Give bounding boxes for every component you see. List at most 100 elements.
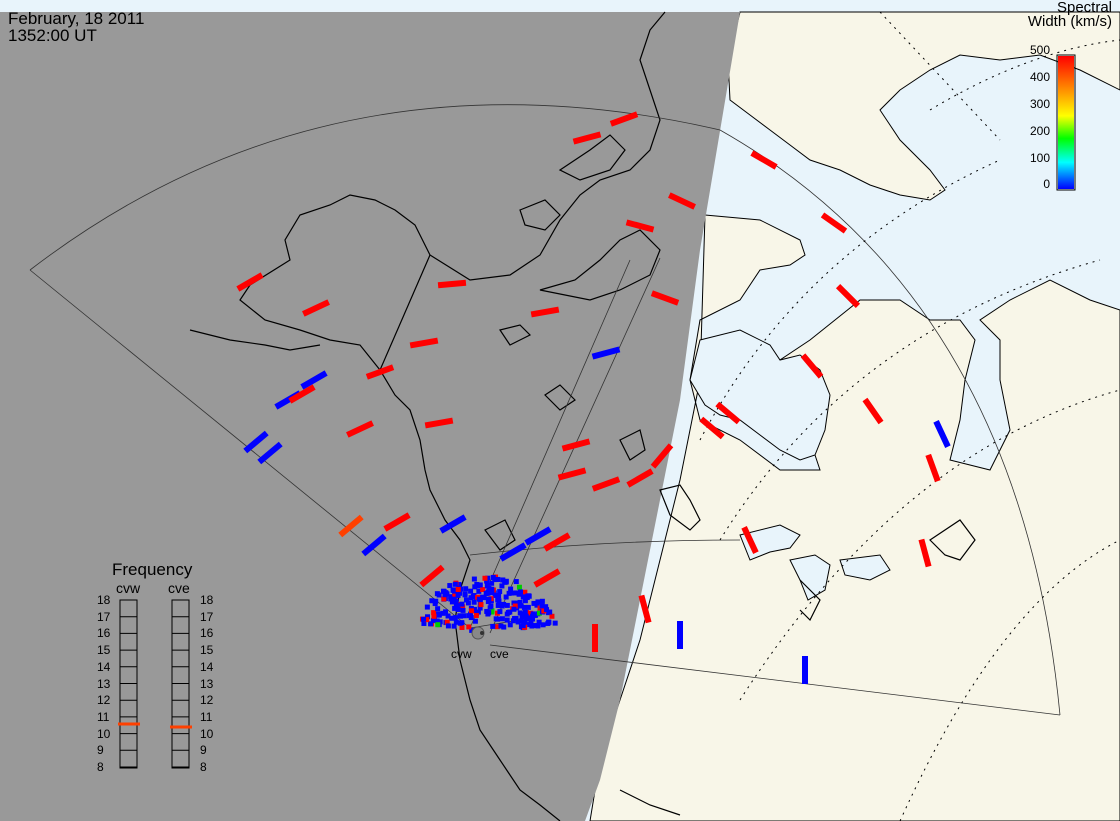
echo-bar [925, 453, 941, 483]
frequency-tick-label: 8 [200, 760, 207, 774]
echo-cell [547, 609, 553, 615]
echo-cell [431, 610, 437, 616]
colorbar-title-line1: Spectral [1056, 0, 1112, 16]
echo-cell [454, 603, 460, 609]
echo-bar [918, 538, 932, 568]
night-coastlines [189, 11, 666, 821]
echo-cell [475, 609, 481, 615]
echo-cell [477, 582, 483, 588]
echo-cell [531, 612, 537, 618]
echo-cell [516, 591, 522, 597]
echo-cell [499, 603, 505, 609]
echo-cell [530, 616, 536, 622]
echo-cell [463, 597, 469, 603]
echo-cell [496, 593, 502, 599]
echo-cell [432, 601, 438, 607]
echo-cell [494, 624, 500, 630]
day-coastlines [619, 484, 976, 816]
echo-cell [424, 614, 430, 620]
frequency-title: Frequency [112, 560, 193, 579]
echo-bar [638, 594, 652, 624]
echo-cell [484, 583, 490, 589]
echo-bar [933, 420, 951, 448]
echo-cell [518, 618, 524, 624]
echo-bar [288, 384, 316, 404]
echo-bar [650, 443, 674, 469]
echo-cell [517, 610, 523, 616]
echo-cell [442, 592, 448, 598]
echo-cell [505, 610, 511, 616]
echo-bar [557, 467, 587, 481]
echo-cell [486, 596, 492, 602]
echo-cell [509, 590, 515, 596]
echo-cell [544, 607, 550, 613]
echo-cell [511, 600, 517, 606]
echo-cell [469, 608, 475, 614]
echo-cell [541, 608, 547, 614]
colorbar-tick: 200 [1029, 124, 1050, 138]
echo-cell [519, 614, 525, 620]
echo-bar [802, 656, 808, 684]
echo-cell [466, 613, 472, 619]
echo-cell [510, 618, 516, 624]
echo-bar [625, 219, 655, 233]
echo-bar [741, 526, 759, 554]
echo-cell [539, 598, 545, 604]
echo-bar [668, 192, 696, 210]
echo-cell [520, 623, 526, 629]
site-marker-cve [480, 631, 484, 635]
echo-cell [441, 588, 447, 594]
echo-cell [516, 584, 522, 590]
echo-bar [409, 337, 439, 349]
echo-cell [466, 624, 472, 630]
echo-cell [455, 586, 461, 592]
echo-bar [338, 514, 364, 538]
echo-cell [489, 609, 495, 615]
echo-cell [543, 604, 549, 610]
frequency-tick-label: 16 [200, 626, 214, 641]
echo-cell [546, 619, 552, 625]
echo-cell [492, 592, 498, 598]
echo-cell [497, 609, 503, 615]
echo-cell [448, 596, 454, 602]
echo-cell [435, 622, 441, 628]
echo-cell [450, 587, 456, 593]
frequency-tick-label: 16 [97, 626, 111, 641]
echo-cell [531, 600, 537, 606]
echo-cell [460, 604, 466, 610]
echo-cell [513, 590, 519, 596]
echo-cell [455, 606, 461, 612]
echo-bar [609, 111, 639, 127]
echo-cell [539, 603, 545, 609]
frequency-tick-label: 9 [200, 743, 207, 758]
echo-cell [520, 612, 526, 618]
echo-cell [496, 598, 502, 604]
echo-cell [476, 596, 482, 602]
echo-layer [236, 111, 951, 684]
echo-cell [465, 600, 471, 606]
echo-cell [445, 613, 451, 619]
echo-cell [495, 576, 501, 582]
echo-cell [480, 587, 486, 593]
echo-bar [543, 532, 571, 552]
echo-cell [440, 610, 446, 616]
frequency-tick-marks [120, 599, 189, 768]
echo-bar [800, 353, 824, 379]
echo-bar [650, 290, 680, 306]
echo-cell [472, 584, 478, 590]
cve-frequency-label: cve [168, 580, 190, 596]
echo-cell [432, 616, 438, 622]
echo-cell [444, 619, 450, 625]
echo-cell [513, 579, 519, 585]
echo-cell [436, 611, 442, 617]
echo-cell [460, 607, 466, 613]
echo-bar [524, 526, 552, 546]
echo-cell [508, 586, 514, 592]
echo-cell [451, 596, 457, 602]
frequency-tick-label: 12 [97, 693, 111, 708]
frequency-tick-label: 13 [200, 676, 214, 691]
echo-cell [488, 603, 494, 609]
echo-cell [471, 599, 477, 605]
echo-cell [471, 576, 477, 582]
frequency-tick-label: 17 [97, 609, 111, 624]
